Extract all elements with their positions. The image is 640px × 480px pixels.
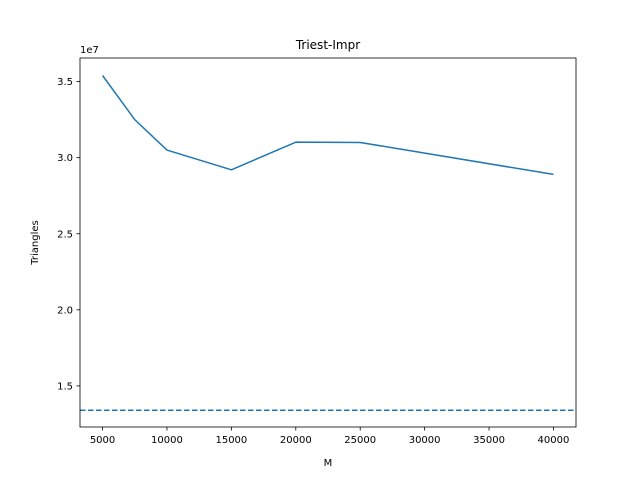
x-tick-label: 15000 bbox=[215, 435, 247, 446]
plot-frame bbox=[79, 57, 577, 428]
x-axis-ticks: 5000 10000 15000 20000 25000 30000 35000 40000 bbox=[90, 427, 570, 446]
y-tick-label: 2.0 bbox=[57, 305, 73, 316]
x-tick-label: 35000 bbox=[473, 435, 505, 446]
x-tick-label: 20000 bbox=[280, 435, 312, 446]
chart-title: Triest-Impr bbox=[295, 38, 360, 52]
y-axis-ticks: 1.5 2.0 2.5 3.0 3.5 bbox=[57, 77, 80, 392]
y-axis-label: Triangles bbox=[30, 220, 41, 265]
x-tick-label: 30000 bbox=[409, 435, 441, 446]
y-axis-offset-label: 1e7 bbox=[80, 45, 99, 56]
plot-area bbox=[80, 58, 576, 427]
y-tick-label: 3.0 bbox=[57, 153, 73, 164]
chart-marks bbox=[80, 75, 576, 412]
x-tick-label: 5000 bbox=[90, 435, 115, 446]
y-tick-label: 1.5 bbox=[57, 381, 73, 392]
y-tick-label: 2.5 bbox=[57, 229, 73, 240]
series-line-0 bbox=[101, 75, 554, 176]
x-tick-label: 25000 bbox=[344, 435, 376, 446]
y-tick-label: 3.5 bbox=[57, 77, 73, 88]
x-tick-label: 40000 bbox=[538, 435, 570, 446]
x-axis-label: M bbox=[324, 458, 333, 469]
x-tick-label: 10000 bbox=[151, 435, 183, 446]
